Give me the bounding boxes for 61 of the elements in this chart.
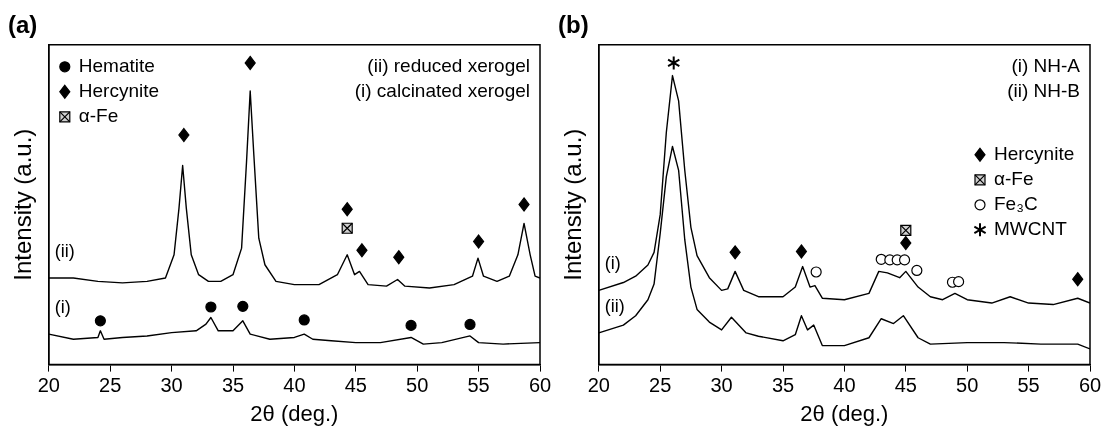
point — [795, 244, 808, 259]
point — [810, 266, 822, 278]
point — [464, 318, 476, 331]
point — [667, 55, 681, 71]
x-tick-label: 20 — [37, 374, 60, 397]
series-label: (ii) — [604, 295, 625, 316]
annotation: (ii) reduced xerogel — [367, 55, 530, 77]
x-tick-label: 55 — [467, 374, 490, 397]
annotation: (i) calcinated xerogel — [354, 80, 530, 102]
legend-label: Hercynite — [994, 143, 1075, 165]
point — [405, 319, 417, 331]
legend-label: Hematite — [78, 55, 155, 77]
x-tick-label: 25 — [99, 374, 122, 397]
annotation: (ii) NH-B — [1007, 80, 1080, 102]
series-label: (ii) — [54, 240, 75, 261]
point — [393, 250, 405, 265]
point — [911, 264, 923, 277]
x-tick-label: 35 — [771, 374, 795, 397]
x-tick-label: 60 — [1078, 374, 1102, 397]
x-axis-title: 2θ (deg.) — [250, 400, 339, 426]
y-axis-title: Intensity (a.u.) — [559, 128, 587, 281]
point — [356, 243, 368, 258]
series-label: (i) — [604, 253, 621, 274]
x-tick-label: 45 — [344, 374, 367, 397]
point — [244, 55, 256, 70]
annotation: (i) NH-A — [1011, 55, 1081, 77]
point — [729, 245, 741, 260]
x-tick-label: 55 — [1017, 374, 1040, 397]
x-tick-label: 50 — [406, 374, 429, 397]
point — [94, 315, 106, 327]
point — [953, 276, 965, 288]
x-tick-label: 25 — [649, 374, 672, 397]
x-tick-label: 45 — [894, 374, 917, 397]
chart-title: (b) — [558, 11, 589, 39]
chart-title: (a) — [8, 11, 38, 39]
point — [900, 235, 912, 251]
legend-label: α-Fe — [78, 105, 119, 127]
point — [1072, 272, 1084, 287]
point — [341, 202, 353, 217]
legend-label: Hercynite — [78, 80, 160, 102]
x-axis-title: 2θ (deg.) — [800, 400, 889, 426]
x-tick-label: 30 — [710, 374, 733, 397]
x-tick-label: 40 — [283, 374, 306, 397]
x-tick-label: 40 — [833, 374, 856, 397]
point — [205, 301, 217, 313]
y-axis-title: Intensity (a.u.) — [9, 128, 37, 281]
legend-label: MWCNT — [994, 218, 1068, 240]
series-label: (i) — [54, 297, 71, 318]
point — [898, 254, 911, 266]
point — [178, 127, 190, 143]
point — [298, 314, 310, 326]
legend-label: α-Fe — [994, 168, 1034, 190]
x-tick-label: 35 — [221, 374, 245, 397]
legend-label: Fe₃C — [994, 193, 1038, 215]
x-tick-label: 50 — [956, 374, 979, 397]
point — [473, 234, 485, 249]
point — [518, 197, 530, 212]
x-tick-label: 60 — [528, 374, 552, 397]
x-tick-label: 20 — [587, 374, 610, 397]
x-tick-label: 30 — [160, 374, 183, 397]
point — [237, 300, 249, 312]
